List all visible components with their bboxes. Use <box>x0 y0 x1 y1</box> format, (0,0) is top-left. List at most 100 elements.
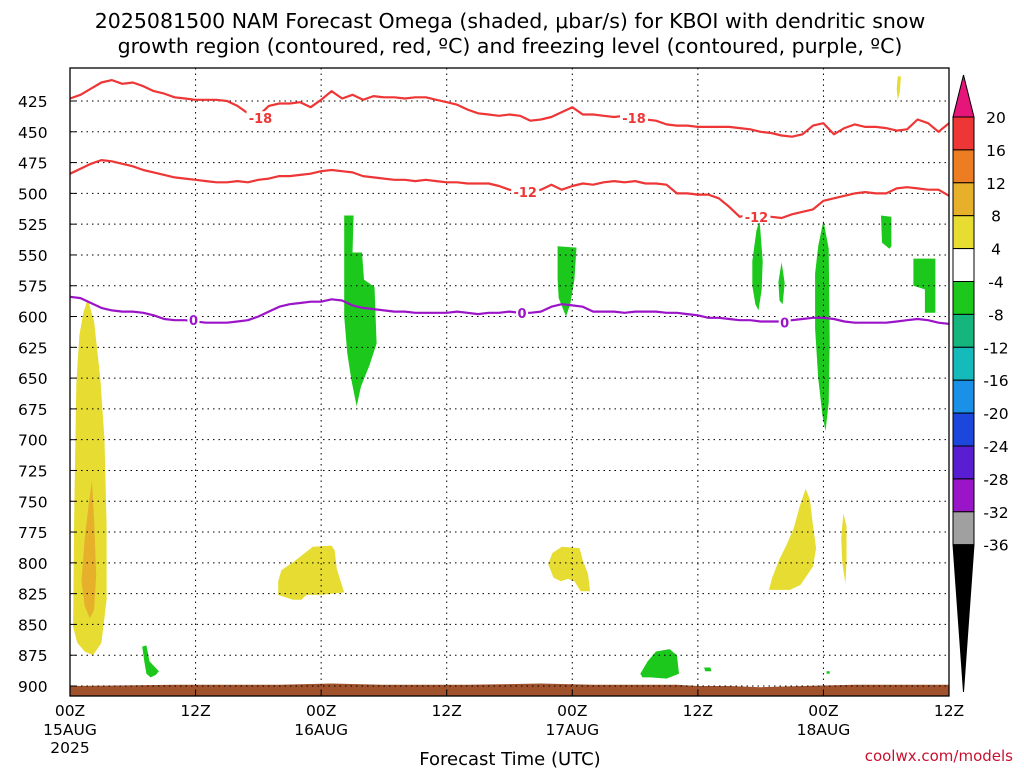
plot-frame <box>69 67 950 697</box>
y-axis-ticks: 425 450 475 500 525 550 575 600 625 650 675 700 725 7… <box>18 93 76 696</box>
colorbar-bottom-arrow <box>952 544 975 693</box>
y-tick-label-825: 825 <box>18 586 48 604</box>
colorbar-swatch-6 <box>952 281 975 315</box>
colorbar-swatch-9 <box>952 379 975 414</box>
omega-region-1 <box>81 480 97 619</box>
y-tick-label-450: 450 <box>18 124 48 142</box>
contour-line-2 <box>70 295 949 325</box>
colorbar: 20 16 12 8 4 -4 -8 -12 -16 -20 -24 -28 -32 -36 <box>952 74 1009 693</box>
x-tick-label-12: 12Z <box>180 702 210 720</box>
omega-region-0 <box>73 299 107 656</box>
contour-label-bg-0-0 <box>246 111 275 125</box>
colorbar-swatch-4 <box>952 215 975 250</box>
colorbar-swatch-7 <box>952 313 975 348</box>
contour-labels: -18 -18 -12 -12 0 0 0 <box>187 111 791 332</box>
x-axis-label: Forecast Time (UTC) <box>419 749 600 768</box>
contour-label-0-0: -18 <box>249 112 273 127</box>
omega-shaded-regions <box>73 76 936 679</box>
y-tick-label-675: 675 <box>18 401 48 419</box>
colorbar-top-arrow <box>952 74 975 118</box>
colorbar-swatch-8 <box>952 346 975 381</box>
x-tick-label-48: 00Z <box>557 702 587 720</box>
y-tick-label-475: 475 <box>18 155 48 173</box>
y-tick-label-800: 800 <box>18 555 48 573</box>
chart-title-line-2: growth region (contoured, red, ºC) and f… <box>118 34 903 58</box>
x-tick-label-84: 12Z <box>934 702 964 720</box>
contour-label-bg-2-2 <box>778 315 791 329</box>
contour-label-0-1: -18 <box>622 112 646 127</box>
omega-region-17 <box>826 671 830 674</box>
y-tick-label-650: 650 <box>18 370 48 388</box>
colorbar-swatch-3 <box>952 182 975 217</box>
chart-title-line-1: 2025081500 NAM Forecast Omega (shaded, μ… <box>95 9 925 33</box>
omega-region-5 <box>841 513 847 584</box>
colorbar-label-8: -16 <box>983 372 1008 390</box>
y-tick-label-525: 525 <box>18 216 48 234</box>
y-tick-label-725: 725 <box>18 462 48 480</box>
contour-label-bg-1-0 <box>511 185 540 199</box>
colorbar-label-10: -24 <box>983 438 1008 456</box>
contour-line-0 <box>70 78 949 138</box>
y-tick-label-900: 900 <box>18 678 48 696</box>
contour-label-bg-0-1 <box>620 111 649 125</box>
colorbar-label-0: 20 <box>986 109 1006 127</box>
x-tick-date-72: 18AUG <box>797 721 851 739</box>
ground-fill <box>70 683 949 696</box>
y-tick-label-425: 425 <box>18 93 48 111</box>
omega-region-9 <box>752 220 763 311</box>
colorbar-swatch-1 <box>952 116 975 151</box>
colorbar-swatch-10 <box>952 412 975 447</box>
omega-region-2 <box>278 545 345 600</box>
y-tick-label-850: 850 <box>18 616 48 634</box>
omega-region-13 <box>913 258 936 313</box>
x-tick-date-24: 16AUG <box>294 721 348 739</box>
x-tick-label-36: 12Z <box>432 702 462 720</box>
contour-label-1-0: -12 <box>513 186 537 201</box>
omega-region-11 <box>815 220 830 432</box>
y-tick-label-600: 600 <box>18 309 48 327</box>
y-tick-label-550: 550 <box>18 247 48 265</box>
grid-lines <box>70 68 949 696</box>
colorbar-label-4: 4 <box>991 241 1001 259</box>
omega-region-14 <box>142 645 159 678</box>
omega-region-10 <box>778 262 785 305</box>
contour-label-2-2: 0 <box>780 317 789 332</box>
x-tick-label-24: 00Z <box>306 702 336 720</box>
x-tick-date-48: 17AUG <box>545 721 599 739</box>
omega-region-15 <box>640 649 679 679</box>
colorbar-label-7: -12 <box>983 339 1008 357</box>
colorbar-swatch-5 <box>952 248 975 283</box>
colorbar-label-12: -32 <box>983 504 1008 522</box>
y-tick-label-700: 700 <box>18 432 48 450</box>
y-tick-label-575: 575 <box>18 278 48 296</box>
omega-region-6 <box>896 76 901 100</box>
y-tick-label-750: 750 <box>18 493 48 511</box>
x-tick-label-60: 12Z <box>683 702 713 720</box>
x-tick-label-72: 00Z <box>808 702 838 720</box>
colorbar-label-6: -8 <box>988 306 1003 324</box>
colorbar-swatch-2 <box>952 149 975 184</box>
contour-label-2-1: 0 <box>518 307 527 322</box>
colorbar-swatch-11 <box>952 445 975 480</box>
contour-line-1 <box>70 159 949 220</box>
colorbar-label-2: 12 <box>986 175 1006 193</box>
colorbar-swatch-13 <box>952 511 975 546</box>
omega-region-16 <box>704 667 712 672</box>
omega-region-3 <box>548 546 591 592</box>
contour-label-1-1: -12 <box>745 211 769 226</box>
colorbar-label-3: 8 <box>991 208 1001 226</box>
contour-label-2-0: 0 <box>189 314 198 329</box>
temperature-contours <box>70 78 949 325</box>
colorbar-label-1: 16 <box>986 142 1006 160</box>
credit-text: coolwx.com/models <box>865 747 1013 765</box>
omega-region-4 <box>769 488 817 590</box>
colorbar-label-11: -28 <box>983 471 1008 489</box>
omega-region-8 <box>557 246 577 317</box>
contour-label-bg-2-1 <box>516 305 529 319</box>
y-tick-label-875: 875 <box>18 647 48 665</box>
contour-label-bg-1-1 <box>742 209 771 223</box>
omega-region-12 <box>881 215 892 249</box>
colorbar-label-9: -20 <box>983 405 1008 423</box>
